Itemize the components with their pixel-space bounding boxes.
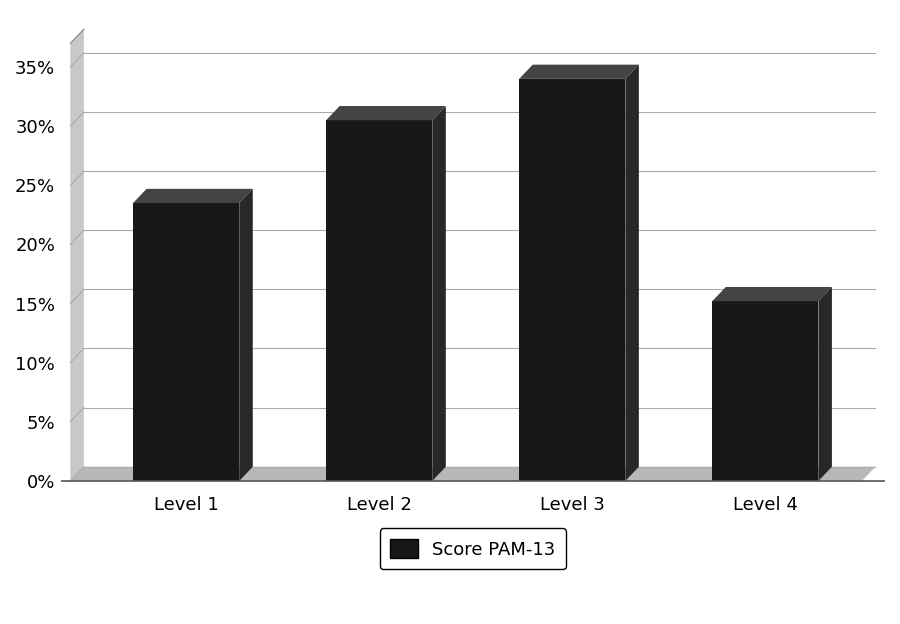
Polygon shape xyxy=(712,301,818,481)
Polygon shape xyxy=(70,29,84,481)
Polygon shape xyxy=(326,106,446,120)
Polygon shape xyxy=(818,287,832,481)
Polygon shape xyxy=(519,79,626,481)
Polygon shape xyxy=(432,106,446,481)
Polygon shape xyxy=(326,120,432,481)
Polygon shape xyxy=(519,65,639,79)
Polygon shape xyxy=(626,65,639,481)
Polygon shape xyxy=(70,467,876,481)
Legend: Score PAM-13: Score PAM-13 xyxy=(380,529,566,569)
Polygon shape xyxy=(133,203,239,481)
Polygon shape xyxy=(133,189,253,203)
Polygon shape xyxy=(712,287,832,301)
Polygon shape xyxy=(239,189,253,481)
